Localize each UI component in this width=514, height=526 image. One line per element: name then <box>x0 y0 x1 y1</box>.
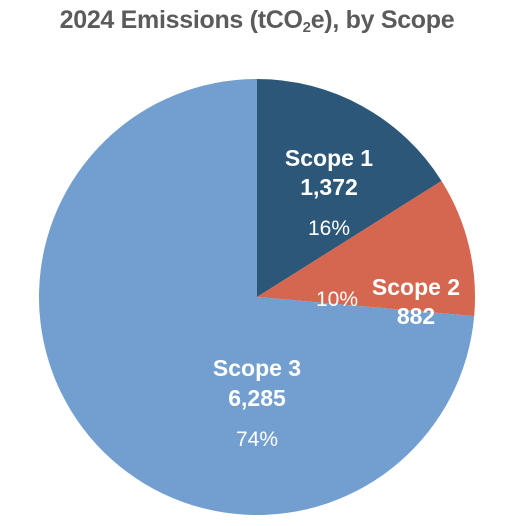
slice-value-scope-1: 1,372 <box>300 174 358 200</box>
slice-value-scope-3: 6,285 <box>228 385 286 411</box>
chart-title: 2024 Emissions (tCO2e), by Scope <box>0 6 514 36</box>
slice-label-scope-1: Scope 1 <box>285 145 373 171</box>
chart-title-suffix: e), by Scope <box>310 6 455 34</box>
pie-labels: Scope 1 1,372 16% 10% Scope 2 882 Scope … <box>213 145 460 451</box>
slice-percent-scope-1: 16% <box>308 217 350 240</box>
pie-slice-scope-1 <box>257 79 442 297</box>
slice-value-scope-2: 882 <box>397 303 435 329</box>
slice-label-scope-2: Scope 2 <box>372 274 460 300</box>
pie-slice-scope-2 <box>257 180 475 317</box>
chart-title-subscript: 2 <box>302 19 311 36</box>
chart-title-main: 2024 Emissions (tCO <box>59 6 303 34</box>
slice-label-scope-3: Scope 3 <box>213 355 301 381</box>
pie-slices <box>38 79 475 516</box>
slice-percent-scope-2: 10% <box>316 288 358 311</box>
slice-percent-scope-3: 74% <box>236 428 278 451</box>
pie-slice-scope-3 <box>38 79 475 516</box>
